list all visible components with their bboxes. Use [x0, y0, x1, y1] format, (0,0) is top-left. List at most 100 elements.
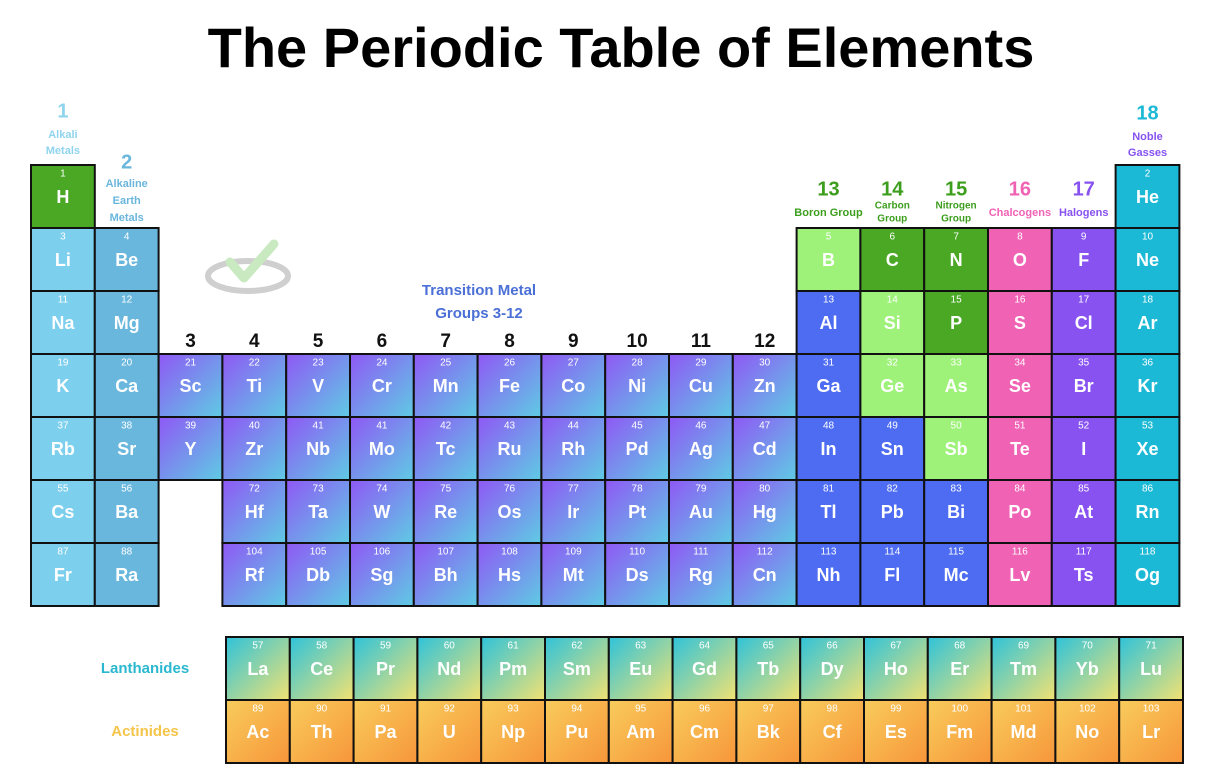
element-cell: 50 Sb [923, 416, 990, 481]
element-box [668, 479, 734, 544]
element-cell: 41 Nb [285, 416, 352, 481]
atomic-number: 77 [568, 484, 580, 495]
atomic-number: 49 [887, 421, 899, 432]
element-cell: 46 Ag [668, 416, 734, 481]
atomic-number: 82 [887, 484, 899, 495]
element-cell: 36 Kr [1114, 353, 1181, 418]
element-symbol: Md [1011, 722, 1037, 742]
element-symbol: Re [434, 502, 457, 522]
element-cell: 79 Au [668, 479, 734, 544]
atomic-number: 29 [695, 358, 707, 369]
element-symbol: Fm [946, 722, 973, 742]
group-number: 13 [817, 178, 839, 200]
element-cell: 24 Cr [349, 353, 415, 418]
element-box [1050, 353, 1117, 418]
element-symbol: Kr [1137, 376, 1157, 396]
element-cell: 67 Ho [863, 636, 929, 701]
element-box [859, 227, 926, 292]
element-symbol: Y [184, 439, 196, 459]
element-cell: 69 Tm [990, 636, 1057, 701]
atomic-number: 63 [635, 641, 647, 652]
element-box [795, 353, 862, 418]
element-symbol: Rn [1136, 502, 1160, 522]
atomic-number: 99 [890, 704, 902, 715]
element-symbol: Ag [689, 439, 713, 459]
atomic-number: 3 [60, 232, 66, 243]
atomic-number: 62 [571, 641, 583, 652]
group-number: 7 [440, 331, 451, 352]
atomic-number: 15 [951, 295, 963, 306]
element-box [540, 353, 607, 418]
element-symbol: Ar [1137, 313, 1157, 333]
element-symbol: Cr [372, 376, 392, 396]
element-box [285, 353, 352, 418]
element-symbol: C [886, 250, 899, 270]
atomic-number: 103 [1143, 704, 1160, 715]
element-symbol: Be [115, 250, 138, 270]
atomic-number: 84 [1014, 484, 1026, 495]
element-symbol: Te [1010, 439, 1030, 459]
element-box [30, 290, 96, 355]
element-cell: 88 Ra [93, 542, 160, 607]
atomic-number: 50 [951, 421, 963, 432]
element-symbol: Pb [881, 502, 904, 522]
element-cell: 97 Bk [735, 699, 802, 764]
atomic-number: 104 [246, 547, 263, 558]
element-cell: 13 Al [795, 290, 862, 355]
element-cell: 15 P [923, 290, 990, 355]
element-cell: 22 Ti [221, 353, 288, 418]
element-symbol: Ru [498, 439, 522, 459]
element-symbol: Fr [54, 565, 72, 585]
atomic-number: 47 [759, 421, 771, 432]
element-cell: 18 Ar [1114, 290, 1181, 355]
element-cell: 95 Am [607, 699, 674, 764]
atomic-number: 35 [1078, 358, 1090, 369]
element-symbol: Cn [753, 565, 777, 585]
element-box [1050, 227, 1117, 292]
atomic-number: 9 [1081, 232, 1087, 243]
atomic-number: 13 [823, 295, 835, 306]
group-number: 18 [1136, 102, 1158, 124]
element-symbol: Fe [499, 376, 520, 396]
element-cell: 107 Bh [412, 542, 479, 607]
element-box [863, 699, 929, 764]
atomic-number: 66 [827, 641, 839, 652]
element-box [923, 227, 990, 292]
element-cell: 66 Dy [799, 636, 866, 701]
element-symbol: Xe [1136, 439, 1158, 459]
atomic-number: 37 [57, 421, 69, 432]
element-box [923, 416, 990, 481]
atomic-number: 97 [763, 704, 775, 715]
atomic-number: 91 [380, 704, 392, 715]
element-cell: 84 Po [987, 479, 1053, 544]
element-symbol: Pr [376, 659, 395, 679]
element-symbol: V [312, 376, 324, 396]
atomic-number: 112 [757, 547, 773, 558]
atomic-number: 27 [568, 358, 580, 369]
series-label: Lanthanides [101, 660, 189, 677]
element-cell: 106 Sg [349, 542, 415, 607]
element-symbol: Sc [179, 376, 201, 396]
atomic-number: 74 [376, 484, 388, 495]
element-symbol: At [1074, 502, 1093, 522]
atomic-number: 117 [1076, 547, 1092, 558]
atomic-number: 17 [1078, 295, 1090, 306]
element-cell: 35 Br [1050, 353, 1117, 418]
atomic-number: 14 [887, 295, 899, 306]
element-symbol: Tl [821, 502, 837, 522]
atomic-number: 6 [890, 232, 896, 243]
element-symbol: Eu [629, 659, 652, 679]
group-label: Alkali [48, 129, 77, 141]
element-box [607, 699, 674, 764]
element-box [735, 636, 802, 701]
atomic-number: 78 [632, 484, 644, 495]
group-label: Metals [110, 212, 144, 224]
element-cell: 33 As [923, 353, 990, 418]
element-symbol: No [1075, 722, 1099, 742]
element-box [476, 479, 543, 544]
element-cell: 26 Fe [476, 353, 543, 418]
atomic-number: 101 [1015, 704, 1032, 715]
atomic-number: 41 [376, 421, 388, 432]
element-symbol: I [1081, 439, 1086, 459]
group-number: 16 [1009, 178, 1031, 200]
